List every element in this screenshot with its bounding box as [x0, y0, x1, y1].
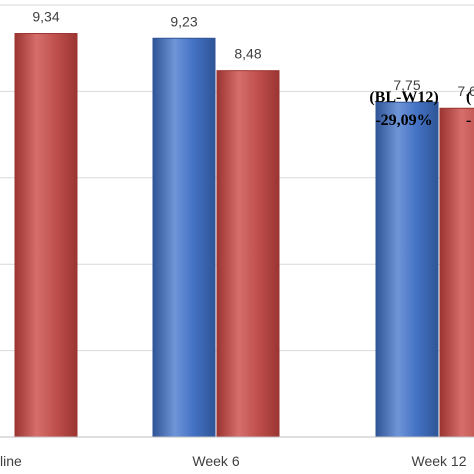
bar-value-label: 8,48	[234, 46, 261, 62]
bar-baseline-s1	[14, 33, 78, 438]
bar-value-label: 9,34	[32, 9, 59, 25]
annotation-text: -29,09%	[375, 112, 432, 129]
annotations: (BL-W12) -29,09% ( -	[369, 89, 471, 129]
annotation-text: (BL-W12)	[369, 89, 438, 106]
annotation-text: -	[466, 112, 471, 129]
x-tick-label: line	[0, 453, 22, 469]
bar-value-label: 7,75	[393, 77, 420, 93]
bar-week-12-s1	[439, 107, 474, 438]
bar-value-label: 7,61	[457, 83, 474, 99]
bar-value-labels: 9,34 9,23 8,48 7,75 7,61	[32, 9, 474, 100]
bar-week-6-s1	[216, 70, 280, 438]
bar-value-label: 9,23	[170, 13, 197, 29]
x-tick-labels: line Week 6 Week 12	[0, 453, 467, 469]
bars	[14, 33, 474, 438]
x-tick-label: Week 12	[412, 453, 467, 469]
bar-week-6-s0	[152, 37, 216, 438]
annotation-text: (	[466, 89, 471, 106]
x-tick-label: Week 6	[192, 453, 239, 469]
bar-week-12-s0	[375, 101, 439, 438]
